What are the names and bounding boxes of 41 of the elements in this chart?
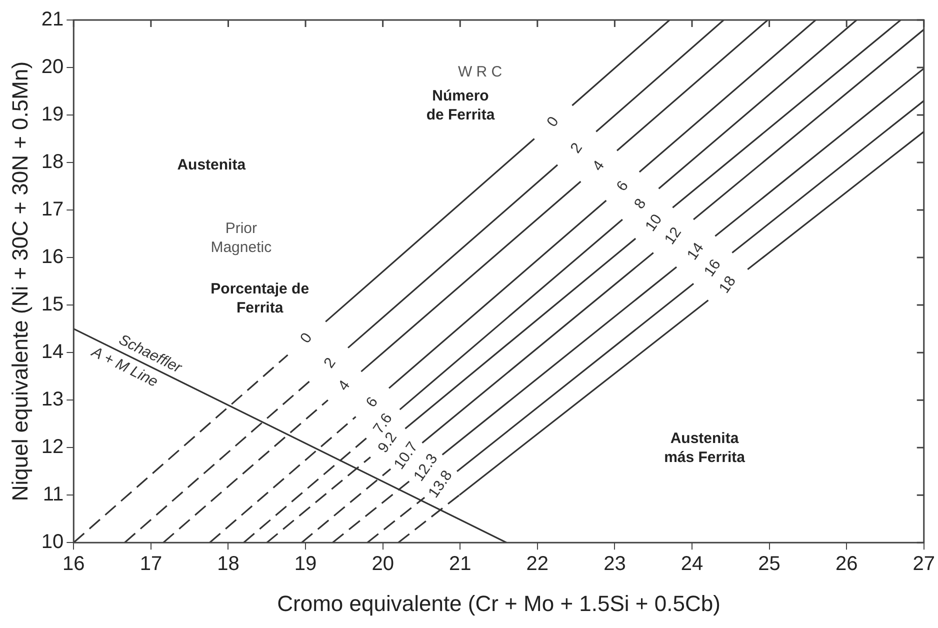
annotation: 6 [613, 178, 632, 194]
x-tick-label: 25 [758, 553, 780, 576]
y-tick-label: 13 [41, 388, 64, 411]
y-tick-label: 20 [41, 56, 64, 78]
annotation: Porcentaje de Ferrita [210, 280, 310, 317]
annotation: Austenita [177, 156, 246, 174]
x-tick-label: 17 [140, 553, 162, 576]
x-tick-label: 21 [448, 553, 472, 576]
x-tick-label: 18 [217, 553, 240, 576]
x-tick-label: 19 [294, 553, 317, 576]
annotation: 8 [630, 196, 650, 212]
annotation: 2 [320, 354, 340, 372]
x-tick-label: 23 [604, 553, 626, 576]
x-tick-label: 16 [62, 553, 85, 576]
y-tick-label: 21 [41, 8, 64, 31]
annotation: 4 [334, 377, 354, 394]
annotation: 4 [589, 158, 608, 174]
y-tick-label: 10 [41, 531, 64, 554]
annotation: 0 [297, 330, 316, 346]
annotation: Número de Ferrita [426, 87, 496, 124]
x-tick-label: 24 [680, 553, 704, 576]
annotation: Austenita más Ferrita [664, 430, 746, 466]
y-tick-label: 15 [41, 294, 64, 316]
y-tick-label: 11 [42, 484, 64, 506]
y-tick-label: 12 [41, 436, 64, 458]
annotation: Prior Magnetic [210, 220, 272, 256]
y-tick-label: 17 [41, 198, 64, 221]
x-tick-label: 27 [912, 553, 935, 576]
annotation: 6 [362, 394, 382, 411]
x-tick-label: 20 [372, 553, 394, 576]
x-tick-label: 26 [835, 553, 858, 576]
y-axis-title: Niquel equivalente (Ni + 30C + 30N + 0.5Mn) [7, 61, 32, 502]
x-tick-label: 22 [526, 553, 549, 576]
y-tick-label: 19 [41, 104, 64, 126]
annotation: W R C [458, 63, 502, 80]
y-tick-label: 18 [41, 151, 64, 174]
y-tick-label: 16 [41, 246, 64, 268]
annotation: 2 [567, 140, 586, 156]
y-tick-label: 14 [41, 341, 64, 364]
x-axis-title: Cromo equivalente (Cr + Mo + 1.5Si + 0.5Cb) [277, 590, 720, 616]
annotation: 0 [544, 114, 562, 130]
